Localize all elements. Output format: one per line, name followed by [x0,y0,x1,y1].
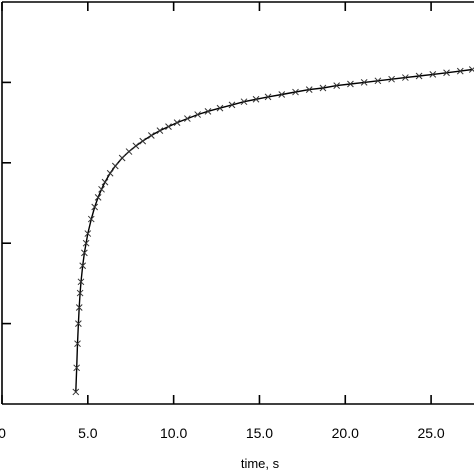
data-point [388,75,395,83]
x-tick-label: 10.0 [160,425,187,441]
data-point [173,119,181,126]
data-point [76,289,84,297]
data-point [79,262,87,270]
data-point [72,388,80,396]
data-point [347,80,354,88]
data-point [415,72,423,80]
data-point [118,154,126,162]
data-point [165,123,172,130]
data-point [216,104,224,112]
y-ticks [2,81,11,325]
data-point [147,132,155,139]
data-point [125,148,133,155]
data-point [91,203,99,211]
data-point [278,91,286,98]
axes [1,1,474,405]
data-point [429,71,437,78]
data-point [456,67,464,75]
data-point [374,77,382,85]
data-point [360,79,368,86]
data-point [84,230,92,237]
data-point [74,340,81,348]
data-point [333,82,341,89]
data-point [264,93,272,101]
data-point [319,84,327,92]
series-line [75,68,473,392]
data-point [194,111,202,118]
data-point [81,249,88,257]
data-point [75,304,83,311]
data-point [240,98,248,106]
x-axis-label: time, s [241,456,280,471]
data-point [228,101,236,109]
x-tick-label: 20.0 [332,425,359,441]
data-point [77,278,85,286]
data-point [443,69,450,77]
x-tick-label: 0 [0,425,6,441]
x-tick-label: 5.0 [78,425,98,441]
x-ticks: 0 5.0 10.0 15.0 20.0 25.0 [0,2,445,441]
data-point [75,320,82,327]
data-point [101,178,109,186]
data-point [82,239,90,247]
data-series [72,66,474,396]
data-point [305,86,313,93]
data-point [292,88,299,96]
data-point [132,142,140,150]
data-point [468,66,474,73]
data-point [139,137,147,145]
data-point [111,162,119,170]
x-tick-label: 15.0 [246,425,273,441]
data-point [106,169,114,177]
x-tick-label: 25.0 [417,425,444,441]
data-point [252,95,260,103]
data-point [87,215,95,223]
data-point [401,74,409,81]
data-point [98,185,105,193]
data-point [204,107,212,115]
data-point [94,194,102,201]
data-point [73,364,81,372]
data-point [184,115,191,122]
data-point [156,127,164,134]
